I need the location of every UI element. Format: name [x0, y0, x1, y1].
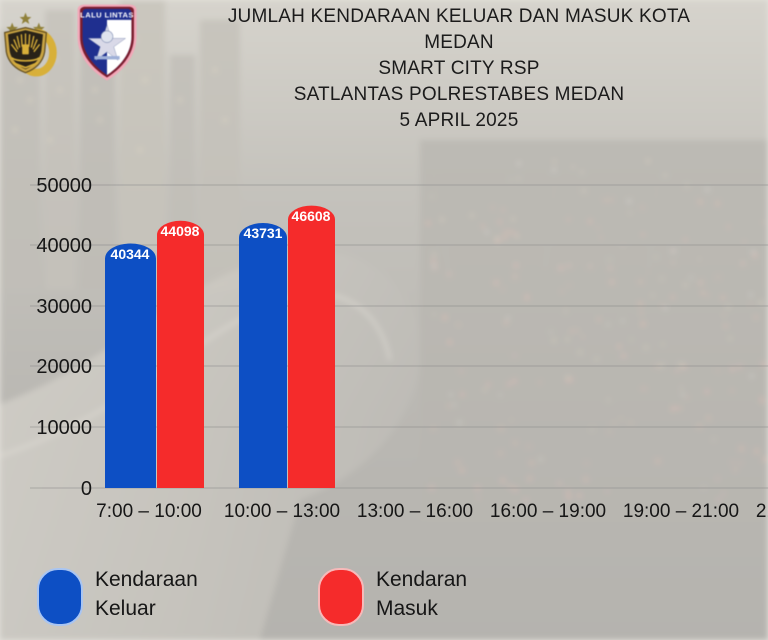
- svg-text:7:00 – 10:00: 7:00 – 10:00: [96, 501, 202, 520]
- svg-text:20000: 20000: [36, 356, 92, 378]
- svg-text:50000: 50000: [36, 175, 92, 197]
- svg-text:19:00 – 21:00: 19:00 – 21:00: [623, 501, 739, 520]
- svg-text:LALU LINTAS: LALU LINTAS: [80, 10, 134, 19]
- svg-text:10:00 – 13:00: 10:00 – 13:00: [224, 501, 340, 520]
- svg-text:16:00 – 19:00: 16:00 – 19:00: [490, 501, 606, 520]
- svg-text:21:00 – 24:00: 21:00 – 24:00: [756, 501, 768, 520]
- svg-text:10000: 10000: [36, 417, 92, 439]
- svg-text:46608: 46608: [292, 208, 331, 224]
- svg-text:44098: 44098: [161, 223, 200, 239]
- svg-text:40344: 40344: [111, 246, 150, 262]
- svg-text:0: 0: [81, 478, 92, 500]
- svg-text:13:00 – 16:00: 13:00 – 16:00: [357, 501, 473, 520]
- svg-text:30000: 30000: [36, 296, 92, 318]
- svg-text:43731: 43731: [244, 225, 283, 241]
- svg-text:40000: 40000: [36, 235, 92, 257]
